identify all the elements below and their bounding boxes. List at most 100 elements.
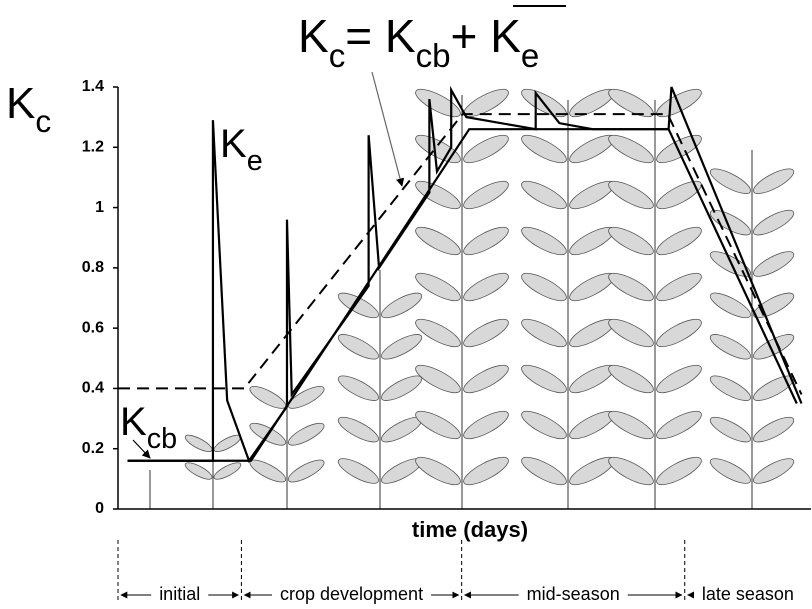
plant-leaf <box>521 318 567 348</box>
plant-leaf <box>656 364 702 394</box>
plant-leaf <box>463 272 509 302</box>
plant-leaf <box>608 456 654 486</box>
plant-leaf <box>381 375 423 401</box>
chart-title-part: e <box>521 38 539 75</box>
plant-leaf <box>381 334 423 360</box>
plant-leaf <box>415 180 461 210</box>
annotation-part: K <box>220 122 247 166</box>
stage-label: initial <box>159 584 200 604</box>
plant-leaf <box>337 375 379 401</box>
plant-leaf <box>709 416 751 443</box>
plant-leaf <box>415 272 461 302</box>
plant-leaf <box>415 226 461 256</box>
x-axis-label: time (days) <box>412 517 528 542</box>
y-axis-label-part: c <box>35 103 51 139</box>
plant-leaf <box>521 272 567 302</box>
chart-title-part: cb <box>416 38 451 75</box>
y-tick-label: 0.6 <box>82 319 104 336</box>
plant-leaf <box>709 292 751 319</box>
plant-leaf <box>753 416 795 443</box>
plant-leaf <box>249 459 287 483</box>
plant-leaf <box>521 364 567 394</box>
chart-title-part: + K <box>451 10 522 62</box>
chart-title-part: = K <box>345 10 416 62</box>
plant-leaf <box>337 416 379 443</box>
plant-leaf <box>656 180 702 210</box>
y-tick-label: 1.4 <box>82 78 104 95</box>
y-tick-label: 1 <box>95 199 104 216</box>
plant-leaf <box>184 462 213 480</box>
plant-leaf <box>656 226 702 256</box>
plant-leaf <box>521 180 567 210</box>
plant-leaf <box>463 364 509 394</box>
plant-leaf <box>521 226 567 256</box>
plant-leaf <box>608 226 654 256</box>
plant-leaf <box>709 168 751 194</box>
plant-leaf <box>415 364 461 394</box>
title-arrow <box>371 71 405 187</box>
plant-leaf <box>709 334 751 360</box>
y-tick-label: 0.2 <box>82 440 104 457</box>
annotation-part: cb <box>147 423 177 455</box>
annotation: Kcb <box>120 400 177 455</box>
plant-leaf <box>463 88 509 118</box>
annotation: Ke <box>220 122 263 177</box>
plant-leaf <box>463 226 509 256</box>
chart-title-part: c <box>329 38 346 75</box>
plant-leaf <box>656 410 702 440</box>
plant-leaf <box>753 458 795 484</box>
plant-leaf <box>463 410 509 440</box>
y-tick-label: 0.8 <box>82 259 104 276</box>
plant-leaf <box>608 134 654 164</box>
plant-leaf <box>463 456 509 486</box>
plant-leaf <box>608 410 654 440</box>
plant-leaf <box>463 318 509 348</box>
plant-leaf <box>656 272 702 302</box>
chart-title-part: K <box>298 10 329 62</box>
plant-leaf <box>415 318 461 348</box>
plant-leaf <box>463 180 509 210</box>
plant-leaf <box>656 318 702 348</box>
annotation-part: K <box>120 400 147 444</box>
plant-leaf <box>381 292 423 319</box>
plant-leaf <box>415 88 461 118</box>
plant-leaf <box>753 209 795 236</box>
plant-leaf <box>656 456 702 486</box>
plant-leaf <box>415 134 461 164</box>
plant-leaf <box>287 386 325 409</box>
plant-leaf <box>415 410 461 440</box>
plant-leaf <box>608 364 654 394</box>
plant-leaf <box>287 459 325 483</box>
y-tick-label: 0.4 <box>82 380 104 397</box>
plant-leaf <box>415 456 461 486</box>
plant-leaf <box>463 134 509 164</box>
annotation-part: e <box>247 145 263 177</box>
plant-leaf <box>709 375 751 401</box>
plant-leaf <box>337 292 379 319</box>
plant-leaf <box>213 462 242 480</box>
plant-leaf <box>608 180 654 210</box>
plant-leaf <box>287 422 325 446</box>
line-series <box>127 85 803 464</box>
y-tick-label: 0 <box>95 500 104 517</box>
plant-leaf <box>249 386 287 409</box>
plant-leaf <box>753 168 795 194</box>
plant-leaf <box>608 88 654 118</box>
stage-label: crop development <box>280 584 423 604</box>
plant-leaf <box>608 272 654 302</box>
plant-leaf <box>337 334 379 360</box>
plant-leaf <box>213 434 242 453</box>
line-series <box>118 113 803 395</box>
kcb-arrow <box>132 439 151 459</box>
stage-label: mid-season <box>527 584 620 604</box>
plant-leaf <box>184 434 213 453</box>
plant-leaf <box>337 458 379 484</box>
plant-leaf <box>521 410 567 440</box>
stage-label: late season <box>702 584 794 604</box>
plant-leaf <box>608 318 654 348</box>
chart-title: Kc= Kcb+ Ke <box>298 10 539 75</box>
plant-leaf <box>753 251 795 277</box>
y-axis-label-part: K <box>6 79 35 128</box>
